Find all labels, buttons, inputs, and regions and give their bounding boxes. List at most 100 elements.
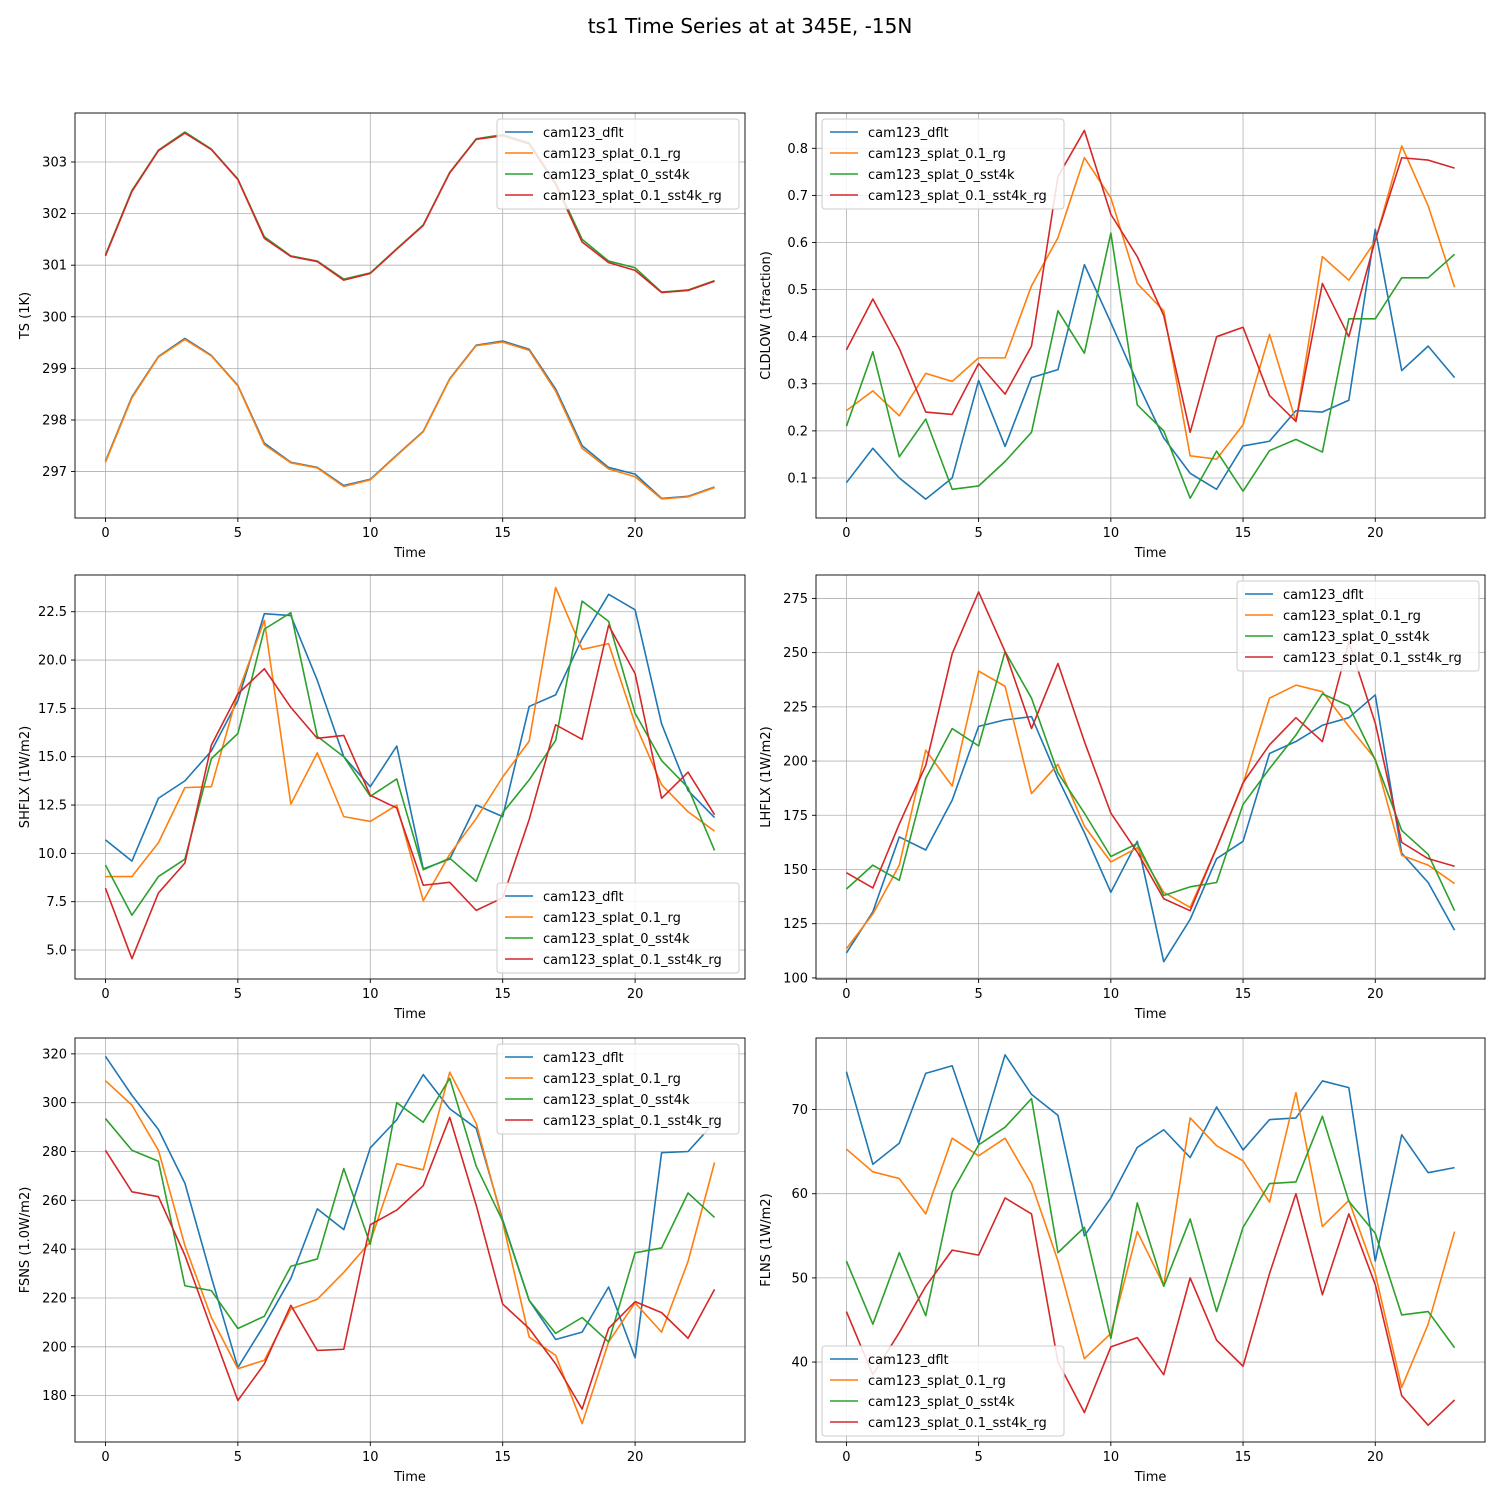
legend: cam123_dflt cam123_splat_0.1_rg cam123_spl…	[821, 118, 1065, 210]
legend-label: cam123_splat_0.1_rg	[543, 1072, 681, 1087]
legend-label: cam123_splat_0.1_rg	[868, 1374, 1006, 1389]
y-tick-label: 260	[42, 1194, 67, 1209]
x-tick-label: 15	[1235, 1450, 1252, 1465]
legend-label: cam123_dflt	[543, 890, 624, 905]
x-tick-label: 5	[234, 1450, 242, 1465]
x-tick-label: 20	[627, 987, 644, 1002]
y-tick-label: 0.6	[787, 236, 808, 251]
series-line-cam123-splat-0-sst4k	[104, 1077, 716, 1343]
x-tick-label: 10	[362, 526, 379, 541]
x-tick-label: 10	[362, 1450, 379, 1465]
series-line-cam123-splat-0-1-rg	[104, 338, 715, 500]
x-tick-label: 5	[234, 987, 242, 1002]
legend-label: cam123_splat_0.1_rg	[543, 911, 681, 926]
legend-label: cam123_splat_0_sst4k	[868, 1395, 1015, 1410]
series-line-cam123-splat-0-1-rg	[845, 1091, 1456, 1389]
legend-label: cam123_splat_0.1_rg	[868, 147, 1006, 162]
legend-box	[496, 1043, 740, 1135]
x-tick-label: 10	[1103, 1450, 1120, 1465]
axes-frame	[74, 112, 746, 519]
y-tick-label: 303	[42, 156, 67, 171]
y-tick-label: 298	[42, 413, 67, 428]
series-line-cam123-splat-0-1-rg	[105, 586, 716, 902]
y-axis-label: LHFLX (1W/m2)	[759, 726, 774, 827]
series-line-cam123-splat-0-1-rg	[845, 145, 1456, 460]
y-tick-label: 0.5	[787, 283, 808, 298]
legend-label: cam123_splat_0.1_rg	[543, 147, 681, 162]
x-axis-label: Time	[1134, 1007, 1167, 1022]
y-tick-label: 12.5	[38, 799, 67, 814]
x-tick-label: 0	[101, 526, 109, 541]
x-tick-label: 20	[1367, 526, 1384, 541]
y-tick-label: 280	[42, 1145, 67, 1160]
x-tick-label: 10	[1103, 987, 1120, 1002]
x-tick-label: 5	[234, 526, 242, 541]
legend-label: cam123_dflt	[543, 126, 624, 141]
x-tick-label: 10	[1103, 526, 1120, 541]
y-tick-label: 302	[42, 207, 67, 222]
y-tick-label: 180	[42, 1389, 67, 1404]
series-line-cam123-splat-0-1-sst4k-rg	[104, 1116, 716, 1410]
legend-label: cam123_splat_0_sst4k	[868, 168, 1015, 183]
legend-label: cam123_splat_0_sst4k	[543, 1093, 690, 1108]
legend-label: cam123_splat_0_sst4k	[1283, 630, 1430, 645]
y-tick-label: 320	[42, 1047, 67, 1062]
y-tick-label: 100	[783, 971, 808, 986]
y-axis-label: TS (1K)	[18, 292, 33, 340]
legend: cam123_dflt cam123_splat_0.1_rg cam123_spl…	[496, 118, 740, 210]
y-tick-label: 225	[783, 700, 808, 715]
y-tick-label: 0.7	[787, 189, 808, 204]
x-tick-label: 15	[494, 526, 511, 541]
y-axis-label: CLDLOW (1fraction)	[759, 251, 774, 380]
x-tick-label: 10	[362, 987, 379, 1002]
x-axis-label: Time	[393, 1007, 426, 1022]
x-tick-label: 20	[1367, 987, 1384, 1002]
legend-box	[496, 118, 740, 210]
x-tick-label: 20	[627, 526, 644, 541]
legend-label: cam123_splat_0.1_sst4k_rg	[868, 1416, 1047, 1431]
x-tick-label: 5	[974, 526, 982, 541]
y-axis-label: SHFLX (1W/m2)	[18, 726, 33, 828]
panel-flns: 0 5 10 15 20 40 50 60 70 Time FLNS (1W/m2) cam123_d…	[759, 1037, 1486, 1485]
legend-label: cam123_dflt	[543, 1051, 624, 1066]
legend-label: cam123_splat_0.1_sst4k_rg	[543, 953, 722, 968]
axes-frame	[74, 1037, 746, 1443]
series-line-cam123-dflt	[845, 1054, 1455, 1262]
y-tick-label: 10.0	[38, 847, 67, 862]
y-tick-label: 220	[42, 1291, 67, 1306]
x-tick-label: 20	[1367, 1450, 1384, 1465]
legend-label: cam123_splat_0_sst4k	[543, 168, 690, 183]
legend-label: cam123_dflt	[868, 1353, 949, 1368]
legend-label: cam123_splat_0.1_sst4k_rg	[543, 189, 722, 204]
y-tick-label: 5.0	[46, 944, 67, 959]
legend-label: cam123_splat_0.1_sst4k_rg	[1283, 651, 1462, 666]
series-line-cam123-splat-0-sst4k	[845, 232, 1456, 500]
x-tick-label: 0	[101, 987, 109, 1002]
series-line-cam123-splat-0-1-sst4k-rg	[104, 624, 716, 960]
legend-label: cam123_splat_0_sst4k	[543, 932, 690, 947]
x-tick-label: 15	[1235, 987, 1252, 1002]
x-tick-label: 15	[1235, 526, 1252, 541]
x-axis-label: Time	[1134, 1470, 1167, 1485]
y-tick-label: 240	[42, 1243, 67, 1258]
legend-box	[1236, 580, 1480, 672]
y-tick-label: 0.4	[787, 330, 808, 345]
y-tick-label: 200	[783, 755, 808, 770]
series-line-cam123-dflt	[104, 337, 715, 500]
legend-box	[821, 1345, 1065, 1437]
series-line-cam123-dflt	[845, 228, 1456, 500]
y-tick-label: 300	[42, 310, 67, 325]
y-tick-label: 299	[42, 362, 67, 377]
legend: cam123_dflt cam123_splat_0.1_rg cam123_spl…	[821, 1345, 1065, 1437]
x-tick-label: 15	[494, 1450, 511, 1465]
series-line-cam123-splat-0-sst4k	[104, 600, 716, 917]
y-tick-label: 0.2	[787, 424, 808, 439]
y-tick-label: 70	[791, 1103, 808, 1118]
y-tick-label: 0.1	[787, 471, 808, 486]
x-tick-label: 0	[842, 1450, 850, 1465]
series-line-cam123-splat-0-sst4k	[845, 650, 1456, 912]
y-tick-label: 297	[42, 465, 67, 480]
legend-box	[821, 118, 1065, 210]
legend-label: cam123_splat_0.1_rg	[1283, 609, 1421, 624]
